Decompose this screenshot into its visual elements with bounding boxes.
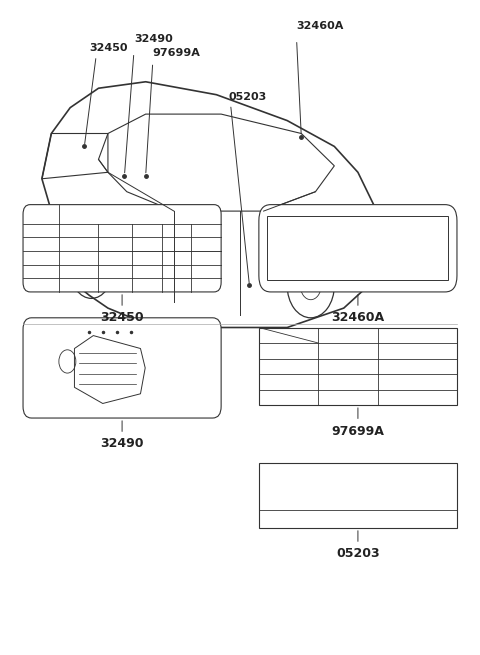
FancyBboxPatch shape xyxy=(23,204,221,292)
Text: 32450: 32450 xyxy=(89,43,128,52)
Text: 05203: 05203 xyxy=(336,548,380,561)
Text: 32490: 32490 xyxy=(134,34,173,45)
Text: 32460A: 32460A xyxy=(331,311,384,324)
Bar xyxy=(267,216,448,280)
Text: 05203: 05203 xyxy=(228,92,266,102)
Text: 32490: 32490 xyxy=(100,438,144,451)
FancyBboxPatch shape xyxy=(23,318,221,418)
Text: 97699A: 97699A xyxy=(153,48,201,58)
FancyBboxPatch shape xyxy=(259,204,457,292)
Text: 97699A: 97699A xyxy=(332,424,384,438)
Text: 32460A: 32460A xyxy=(297,22,344,31)
Text: 32450: 32450 xyxy=(100,311,144,324)
Bar xyxy=(259,463,457,528)
Bar xyxy=(259,328,457,405)
